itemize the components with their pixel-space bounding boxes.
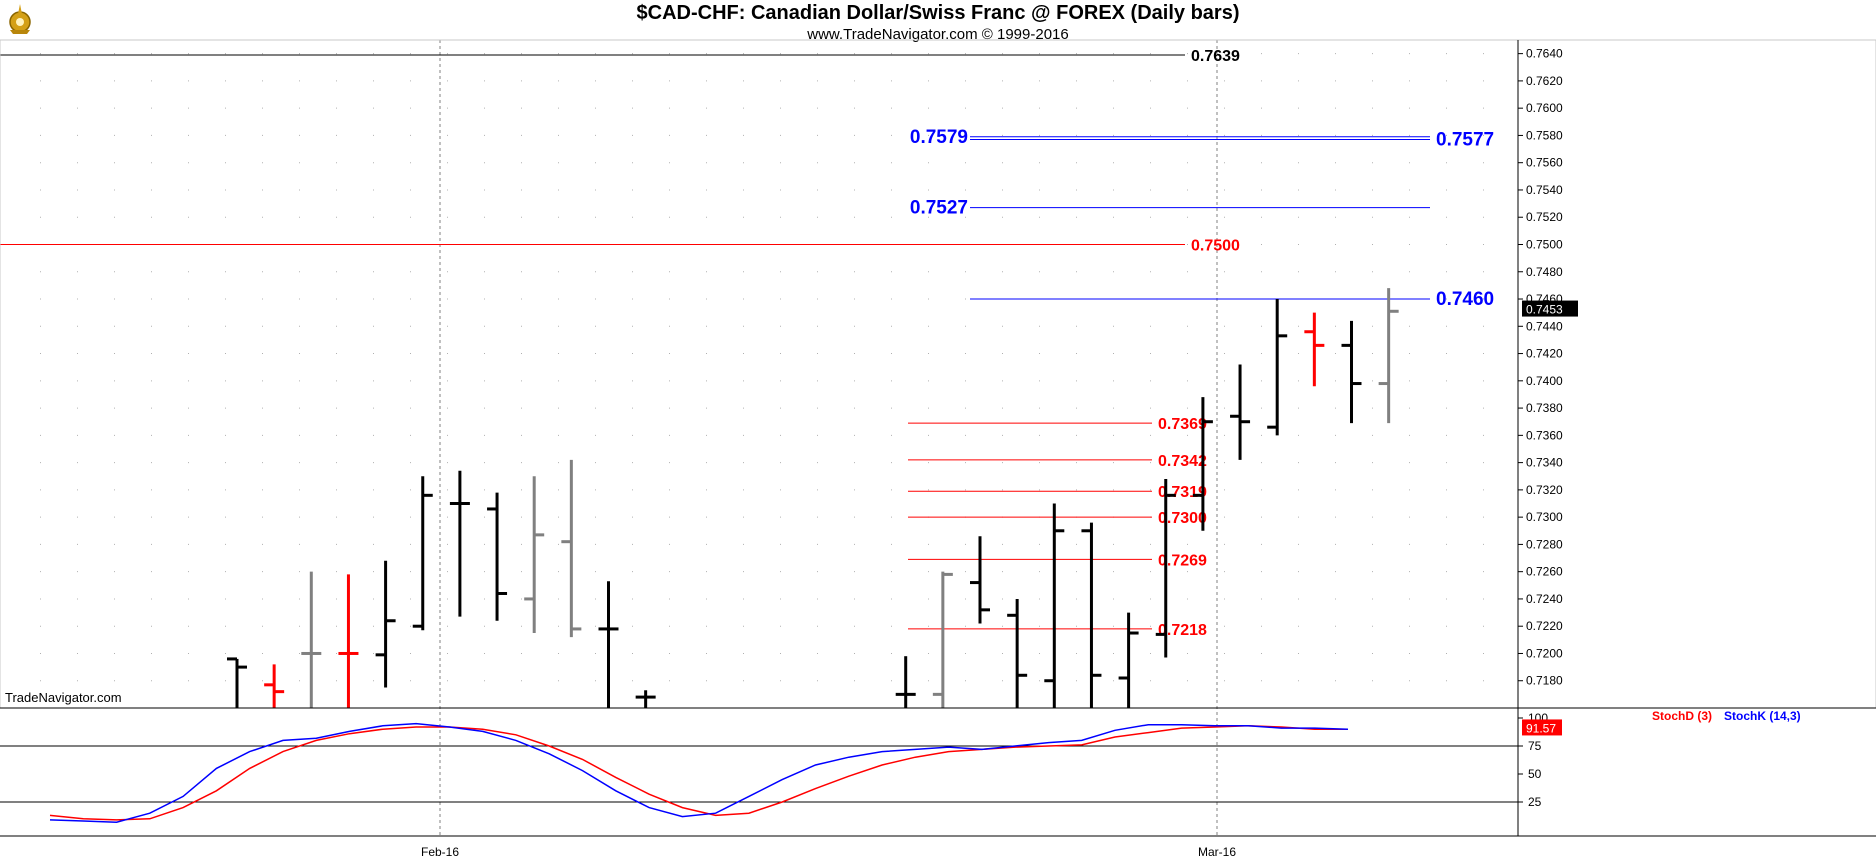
chart-subtitle: www.TradeNavigator.com © 1999-2016 (807, 26, 1069, 43)
stoch-last-value-label: 91.57 (1526, 721, 1556, 735)
price-tick-label: 0.7400 (1526, 374, 1563, 388)
price-tick-label: 0.7480 (1526, 265, 1563, 279)
level-label: 0.7500 (1191, 237, 1240, 254)
price-tick-label: 0.7560 (1526, 156, 1563, 170)
date-tick-label: Feb-16 (421, 845, 459, 859)
level-label: 0.7300 (1158, 510, 1207, 527)
price-tick-label: 0.7300 (1526, 510, 1563, 524)
price-tick-label: 0.7580 (1526, 128, 1563, 142)
price-tick-label: 0.7600 (1526, 101, 1563, 115)
price-tick-label: 0.7320 (1526, 483, 1563, 497)
last-price-label: 0.7453 (1526, 303, 1563, 317)
price-tick-label: 0.7200 (1526, 646, 1563, 660)
price-tick-label: 0.7380 (1526, 401, 1563, 415)
price-tick-label: 0.7340 (1526, 456, 1563, 470)
stochd-line (49, 725, 1348, 821)
stoch-tick-label: 25 (1528, 795, 1542, 809)
level-label: 0.7269 (1158, 552, 1207, 569)
stochk-legend: StochK (14,3) (1724, 709, 1801, 723)
price-tick-label: 0.7520 (1526, 210, 1563, 224)
watermark-text: TradeNavigator.com (5, 690, 122, 705)
date-tick-label: Mar-16 (1198, 845, 1236, 859)
price-tick-label: 0.7280 (1526, 537, 1563, 551)
price-tick-label: 0.7360 (1526, 428, 1563, 442)
price-tick-label: 0.7440 (1526, 319, 1563, 333)
price-tick-label: 0.7260 (1526, 565, 1563, 579)
price-tick-label: 0.7420 (1526, 347, 1563, 361)
level-label: 0.7319 (1158, 484, 1207, 501)
ohlc-bars (227, 288, 1399, 708)
stoch-tick-label: 50 (1528, 767, 1542, 781)
price-tick-label: 0.7180 (1526, 674, 1563, 688)
stoch-last-value-box (1522, 719, 1562, 736)
level-label: 0.7460 (1436, 289, 1494, 310)
price-tick-label: 0.7500 (1526, 237, 1563, 251)
level-label: 0.7342 (1158, 453, 1207, 470)
price-tick-label: 0.7240 (1526, 592, 1563, 606)
price-tick-label: 0.7220 (1526, 619, 1563, 633)
level-label: 0.7218 (1158, 622, 1207, 639)
level-label: 0.7369 (1158, 416, 1207, 433)
trade-navigator-logo-icon (2, 0, 38, 41)
stoch-tick-label: 75 (1528, 739, 1542, 753)
level-label: 0.7527 (910, 198, 968, 219)
price-tick-label: 0.7640 (1526, 47, 1563, 61)
last-price-box (1522, 300, 1578, 317)
stochd-legend: StochD (3) (1652, 709, 1712, 723)
level-label: 0.7579 (910, 127, 968, 148)
level-label: 0.7577 (1436, 130, 1494, 151)
level-label: 0.7639 (1191, 48, 1240, 65)
stochk-line (49, 722, 1349, 823)
price-tick-label: 0.7620 (1526, 74, 1563, 88)
price-tick-label: 0.7540 (1526, 183, 1563, 197)
chart-title: $CAD-CHF: Canadian Dollar/Swiss Franc @ … (636, 2, 1240, 24)
